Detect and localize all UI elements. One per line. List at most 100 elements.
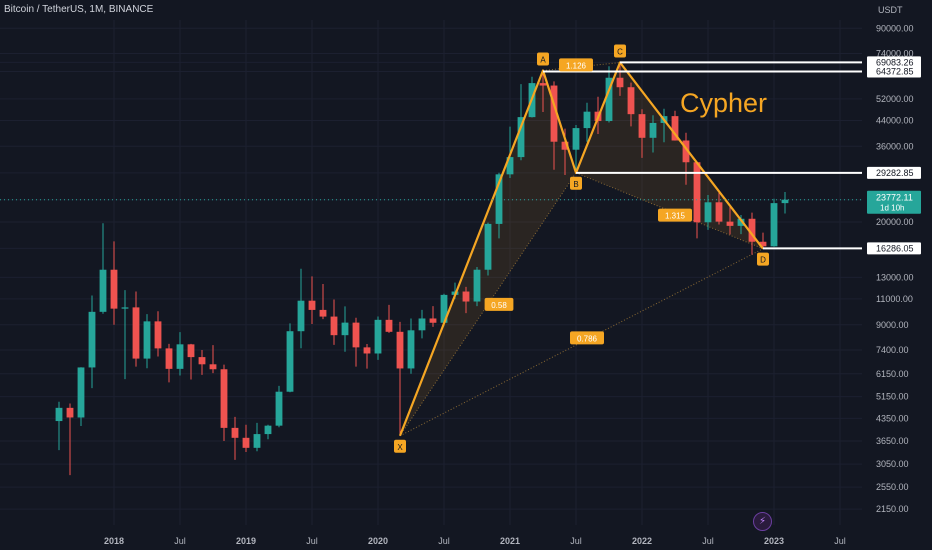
candle-body [110, 269, 118, 309]
price-axis-tick: 52000.00 [876, 94, 914, 104]
time-axis-tick: 2022 [632, 536, 652, 546]
price-axis-tick: 9000.00 [876, 320, 909, 330]
lightning-icon[interactable]: ⚡ [753, 512, 772, 531]
pattern-point-label: B [573, 180, 578, 189]
time-axis-tick: Jul [570, 536, 582, 546]
price-axis-tick: 2150.00 [876, 504, 909, 514]
candle-body [616, 77, 624, 88]
candle-body [484, 223, 492, 270]
candle-body [418, 318, 426, 331]
candle-body [352, 322, 360, 348]
candle-body [341, 322, 349, 336]
candle-body [396, 331, 404, 369]
pattern-point-badge [614, 44, 626, 58]
candle-body [132, 307, 140, 359]
pattern-point-label: X [397, 443, 403, 452]
candle-body [495, 174, 503, 224]
candle-body [242, 437, 250, 448]
price-axis-tick: 5150.00 [876, 392, 909, 402]
pattern-ratio-line-ac [542, 62, 621, 72]
candle-body [77, 367, 85, 418]
candle-body [550, 85, 558, 142]
price-level-value: 16286.05 [876, 243, 914, 253]
candle-body [55, 407, 63, 422]
candle-body [176, 344, 184, 369]
candle-body [330, 316, 338, 336]
pattern-point-label: C [617, 48, 623, 57]
pattern-ratio-badge [559, 58, 593, 72]
candle-body [605, 77, 613, 122]
candle-body [121, 307, 129, 309]
price-axis-tick: 2550.00 [876, 482, 909, 492]
pattern-ratio-label: 1.315 [665, 212, 686, 221]
candle-body [726, 221, 734, 226]
candle-body [385, 319, 393, 332]
candle-body [440, 294, 448, 323]
price-axis-tick: 13000.00 [876, 272, 914, 282]
pattern-point-label: D [760, 256, 766, 265]
pattern-point-label: A [540, 56, 546, 65]
candle-body [99, 269, 107, 312]
candle-body [473, 269, 481, 302]
last-price-tag [867, 190, 921, 214]
candle-body [704, 202, 712, 223]
candle-body [253, 434, 261, 448]
pattern-point-badge [570, 176, 582, 190]
price-axis-tick: 4350.00 [876, 413, 909, 423]
price-level-tag [867, 65, 921, 78]
price-axis-tick: 20000.00 [876, 217, 914, 227]
candle-body [572, 128, 580, 150]
candle-countdown: 1d 10h [880, 204, 904, 213]
candle-body [781, 199, 789, 204]
candle-body [770, 203, 778, 247]
price-axis-tick: 6150.00 [876, 369, 909, 379]
pattern-ratio-label: 0.786 [577, 334, 598, 343]
time-axis-tick: 2021 [500, 536, 520, 546]
candle-body [561, 141, 569, 150]
candle-body [737, 218, 745, 226]
price-level-tag [867, 56, 921, 69]
candle-body [187, 344, 195, 358]
candle-body [231, 427, 239, 438]
candle-body [506, 157, 514, 175]
currency-label: USDT [878, 5, 903, 15]
pattern-point-badge [757, 252, 769, 266]
pattern-ratio-line-bd [575, 172, 764, 250]
time-axis-tick: 2018 [104, 536, 124, 546]
price-axis-tick: 44000.00 [876, 115, 914, 125]
pattern-ratio-label: 0.58 [491, 301, 507, 310]
candle-body [429, 318, 437, 323]
price-level-value: 69083.26 [876, 57, 914, 67]
candle-body [198, 357, 206, 365]
pattern-triangle-bcd [576, 62, 763, 249]
candle-body [748, 218, 756, 242]
candle-body [297, 300, 305, 332]
symbol-title[interactable]: Bitcoin / TetherUS, 1M, BINANCE [4, 4, 154, 15]
price-axis-tick: 90000.00 [876, 23, 914, 33]
candle-body [66, 407, 74, 418]
price-level-value: 64372.85 [876, 66, 914, 76]
candle-body [88, 311, 96, 368]
price-level-tag [867, 166, 921, 179]
time-axis-tick: 2023 [764, 536, 784, 546]
candle-body [517, 117, 525, 158]
time-axis-tick: 2019 [236, 536, 256, 546]
candle-body [715, 202, 723, 222]
candle-body [264, 425, 272, 435]
candle-body [649, 122, 657, 138]
time-axis-tick: Jul [174, 536, 186, 546]
candle-body [462, 291, 470, 302]
pattern-ratio-badge [570, 331, 604, 345]
time-axis-tick: Jul [702, 536, 714, 546]
price-axis-tick: 7400.00 [876, 345, 909, 355]
candle-body [220, 369, 228, 428]
candle-body [165, 348, 173, 369]
candle-body [539, 83, 547, 86]
candle-body [363, 347, 371, 354]
candle-body [154, 321, 162, 349]
price-axis-tick: 3050.00 [876, 459, 909, 469]
price-axis-tick: 36000.00 [876, 141, 914, 151]
price-axis-tick: 3650.00 [876, 436, 909, 446]
